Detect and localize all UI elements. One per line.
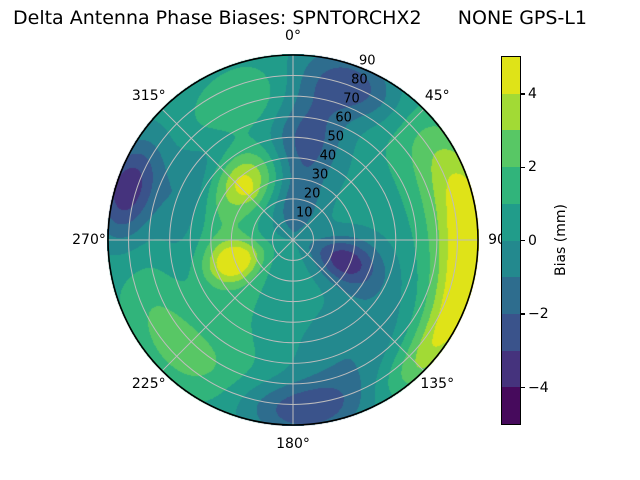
radial-tick-label-40: 40: [319, 148, 337, 164]
angular-tick-label-45: 45°: [424, 87, 450, 104]
colorbar-tick-label: −4: [528, 379, 549, 396]
grid-spoke: [292, 108, 425, 241]
angular-tick-label-180: 180°: [276, 436, 310, 452]
angular-tick-label-225: 225°: [131, 376, 166, 393]
colorbar-tick-label: 0: [528, 232, 537, 249]
angular-tick-label-135: 135°: [420, 376, 455, 393]
grid-spoke: [161, 239, 294, 372]
colorbar-band: [502, 203, 520, 241]
angular-tick-label-270: 270°: [72, 232, 106, 248]
colorbar-band: [502, 93, 520, 131]
colorbar-tick-label: −2: [528, 306, 549, 323]
polar-outline: [107, 54, 479, 426]
colorbar: [501, 56, 521, 425]
colorbar-tick: [520, 386, 526, 389]
grid-spoke: [161, 108, 294, 241]
colorbar-tick: [520, 93, 526, 95]
colorbar-tick-label: 2: [528, 159, 537, 176]
colorbar-band: [502, 277, 520, 315]
colorbar-tick: [520, 240, 526, 242]
colorbar-band: [502, 240, 520, 278]
colorbar-band: [502, 387, 520, 425]
grid-spoke: [292, 239, 425, 372]
colorbar-tick: [520, 166, 526, 168]
radial-tick-label-80: 80: [351, 72, 368, 88]
colorbar-band: [502, 57, 520, 95]
colorbar-tick-label: 4: [528, 85, 537, 102]
colorbar-band: [502, 130, 520, 168]
angular-tick-label-0: 0°: [285, 28, 301, 44]
radial-tick-label-90: 90: [358, 53, 376, 69]
radial-tick-label-20: 20: [303, 186, 321, 202]
radial-tick-label-70: 70: [343, 91, 360, 107]
colorbar-tick: [520, 313, 526, 315]
colorbar-band: [502, 167, 520, 205]
colorbar-band: [502, 350, 520, 388]
radial-tick-label-10: 10: [296, 205, 313, 221]
radial-tick-label-30: 30: [311, 167, 329, 183]
colorbar-axis-label: Bias (mm): [553, 203, 569, 277]
colorbar-band: [502, 313, 520, 352]
chart-title: Delta Antenna Phase Biases: SPNTORCHX2 N…: [13, 7, 587, 29]
radial-tick-label-60: 60: [335, 110, 352, 126]
angular-tick-label-315: 315°: [131, 87, 166, 104]
radial-tick-label-50: 50: [327, 129, 345, 145]
